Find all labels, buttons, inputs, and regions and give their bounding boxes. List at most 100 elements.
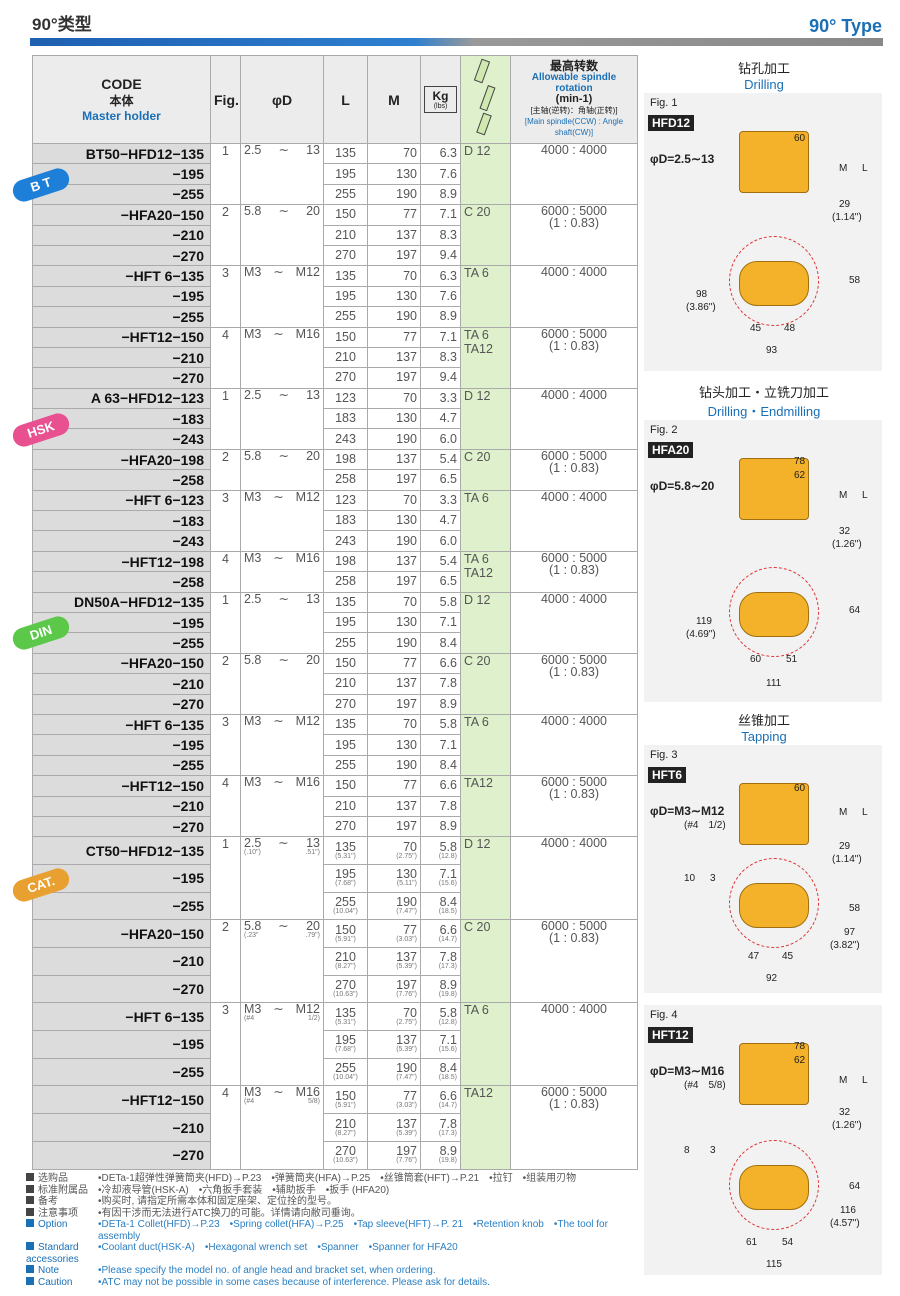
note-row: 标准附属品 •冷却液导管(HSK-A) •六角扳手套装 •辅助扳手 •扳手 (HF… bbox=[26, 1185, 636, 1197]
dimension-label: M bbox=[839, 163, 848, 174]
m-value: 137 (5.39") bbox=[367, 1113, 421, 1142]
m-value: 130 bbox=[367, 285, 421, 308]
model-tag: HFA20 bbox=[648, 442, 694, 458]
model-code: −HFA20−150 bbox=[32, 652, 211, 675]
figure-caption: 钻孔加工 Drilling bbox=[737, 61, 790, 92]
table-row: −210 210 (8.27") 137 (5.39") 7.8 (17.3) bbox=[32, 947, 638, 976]
dimension-label: 116 bbox=[840, 1205, 856, 1216]
fig-number: 4 bbox=[210, 1085, 241, 1170]
interference-circle bbox=[729, 236, 819, 326]
angle-head-side-view bbox=[739, 1043, 809, 1105]
l-value: 195 bbox=[323, 285, 368, 308]
table-row: A 63−HFD12−123 1 2.5 ∼ 13 123 70 3.3 D 12 4000 : … bbox=[32, 387, 638, 450]
m-value: 70 bbox=[367, 387, 421, 410]
collet-icon bbox=[473, 58, 496, 136]
l-value: 270 bbox=[323, 815, 368, 838]
fig-number: 1 bbox=[210, 836, 241, 921]
model-code: −258 bbox=[32, 469, 211, 491]
note-row: 注意事项 •有因干涉而无法进行ATC换刀的可能。详情请向敝司垂询。 bbox=[26, 1208, 636, 1220]
diameter-range: 5.8 ∼ 20 bbox=[240, 448, 324, 491]
weight-value: 9.4 bbox=[420, 367, 461, 389]
diameter-range: 2.5 ∼ 13 bbox=[240, 142, 324, 206]
note-label: 选购品 bbox=[26, 1173, 98, 1185]
m-value: 190 bbox=[367, 428, 421, 450]
m-value: 77 (3.03") bbox=[367, 1085, 421, 1115]
table-row: −210 210 137 8.3 bbox=[32, 224, 638, 246]
dimension-label: (1.26") bbox=[832, 539, 862, 550]
max-rpm: 6000 : 5000 (1 : 0.83) bbox=[510, 775, 638, 838]
l-value: 270 (10.63") bbox=[323, 974, 368, 1004]
interference-circle bbox=[729, 858, 819, 948]
weight-value: 6.6 bbox=[420, 775, 461, 797]
diameter-range: 2.5 ∼ 13 bbox=[240, 591, 324, 654]
max-rpm: 6000 : 5000 (1 : 0.83) bbox=[510, 550, 638, 593]
weight-value: 8.4 bbox=[420, 632, 461, 654]
m-value: 197 bbox=[367, 815, 421, 838]
l-value: 150 (5.91") bbox=[323, 919, 368, 949]
table-row: −195 195 130 7.6 bbox=[32, 163, 638, 185]
table-row: −243 243 190 6.0 bbox=[32, 428, 638, 450]
diameter-label: φD=2.5∼13 bbox=[650, 152, 715, 166]
model-code: −HFA20−198 bbox=[32, 448, 211, 471]
angle-head-side-view bbox=[739, 131, 809, 193]
diameter-label: φD=M3∼M12 bbox=[650, 804, 725, 818]
model-code: CT50−HFD12−135 bbox=[32, 836, 211, 865]
note-row: Note •Please specify the model no. of ang… bbox=[26, 1265, 636, 1277]
figure-drawing: Fig. 1 HFD12 φD=2.5∼13 60 M L 29 (1.14") 58 98 (… bbox=[644, 93, 882, 371]
dimension-label: L bbox=[862, 1075, 868, 1086]
table-row: DN50A−HFD12−135 1 2.5 ∼ 13 135 70 5.8 D 12 4000 :… bbox=[32, 591, 638, 654]
collet-type: TA 6 TA12 bbox=[460, 550, 511, 593]
collet-type: TA12 bbox=[460, 1085, 511, 1170]
max-rpm: 4000 : 4000 bbox=[510, 591, 638, 654]
dimension-label: 60 bbox=[794, 783, 806, 794]
table-row: −HFT12−150 4 M3 (#4 ∼ M16 5/8) 150 (5.91") 77 (3.0… bbox=[32, 1085, 638, 1170]
dimension-label: 62 bbox=[794, 1055, 806, 1066]
fig-number: 2 bbox=[210, 652, 241, 715]
dimension-label: L bbox=[862, 163, 868, 174]
l-value: 198 bbox=[323, 448, 368, 471]
model-code: −195 bbox=[32, 1030, 211, 1059]
figure-number: Fig. 2 bbox=[650, 424, 678, 436]
title-bar bbox=[30, 38, 883, 46]
dimension-label: M bbox=[839, 1075, 848, 1086]
max-rpm: 4000 : 4000 bbox=[510, 836, 638, 921]
m-value: 137 (5.39") bbox=[367, 947, 421, 976]
m-value: 190 bbox=[367, 754, 421, 777]
dimension-label: 47 bbox=[748, 951, 760, 962]
collet-type: TA12 bbox=[460, 775, 511, 838]
note-label: Option bbox=[26, 1219, 98, 1242]
m-value: 190 bbox=[367, 632, 421, 654]
l-value: 195 (7.68") bbox=[323, 1030, 368, 1059]
table-row: −183 183 130 4.7 bbox=[32, 510, 638, 532]
model-code: −HFT 6−135 bbox=[32, 265, 211, 287]
dimension-label: 58 bbox=[849, 903, 861, 914]
weight-value: 8.9 bbox=[420, 815, 461, 838]
collet-type: D 12 bbox=[460, 591, 511, 654]
page-title-cn: 90°类型 bbox=[32, 15, 92, 34]
l-value: 270 bbox=[323, 367, 368, 389]
dimension-label: L bbox=[862, 807, 868, 818]
table-row: −HFA20−150 2 5.8 ∼ 20 150 77 6.6 C 20 6000 : 5000… bbox=[32, 652, 638, 715]
m-value: 137 bbox=[367, 224, 421, 246]
table-row: −HFA20−150 2 5.8 (.23" ∼ 20.79") 150 (5.91") 77(… bbox=[32, 919, 638, 1004]
max-rpm: 6000 : 5000 (1 : 0.83) bbox=[510, 326, 638, 389]
weight-value: 7.6 bbox=[420, 163, 461, 185]
model-code: −HFT12−150 bbox=[32, 775, 211, 797]
model-code: −243 bbox=[32, 530, 211, 552]
model-code: −HFT12−150 bbox=[32, 326, 211, 348]
dimension-label: (1.26") bbox=[832, 1120, 862, 1131]
m-value: 197 (7.76") bbox=[367, 1140, 421, 1170]
max-rpm: 4000 : 4000 bbox=[510, 1002, 638, 1087]
l-value: 210 (8.27") bbox=[323, 1113, 368, 1142]
page-title-en: 90° Type bbox=[809, 16, 882, 36]
weight-value: 6.3 bbox=[420, 142, 461, 165]
model-code: A 63−HFD12−123 bbox=[32, 387, 211, 410]
weight-value: 6.6 (14.7) bbox=[420, 1085, 461, 1115]
weight-value: 6.6 (14.7) bbox=[420, 919, 461, 949]
model-code: −195 bbox=[32, 285, 211, 308]
weight-value: 9.4 bbox=[420, 244, 461, 267]
m-value: 77 bbox=[367, 652, 421, 675]
collet-type: TA 6 bbox=[460, 713, 511, 777]
table-row: −210 210 (8.27") 137 (5.39") 7.8 (17.3) bbox=[32, 1113, 638, 1142]
dimension-label: 58 bbox=[849, 275, 861, 286]
